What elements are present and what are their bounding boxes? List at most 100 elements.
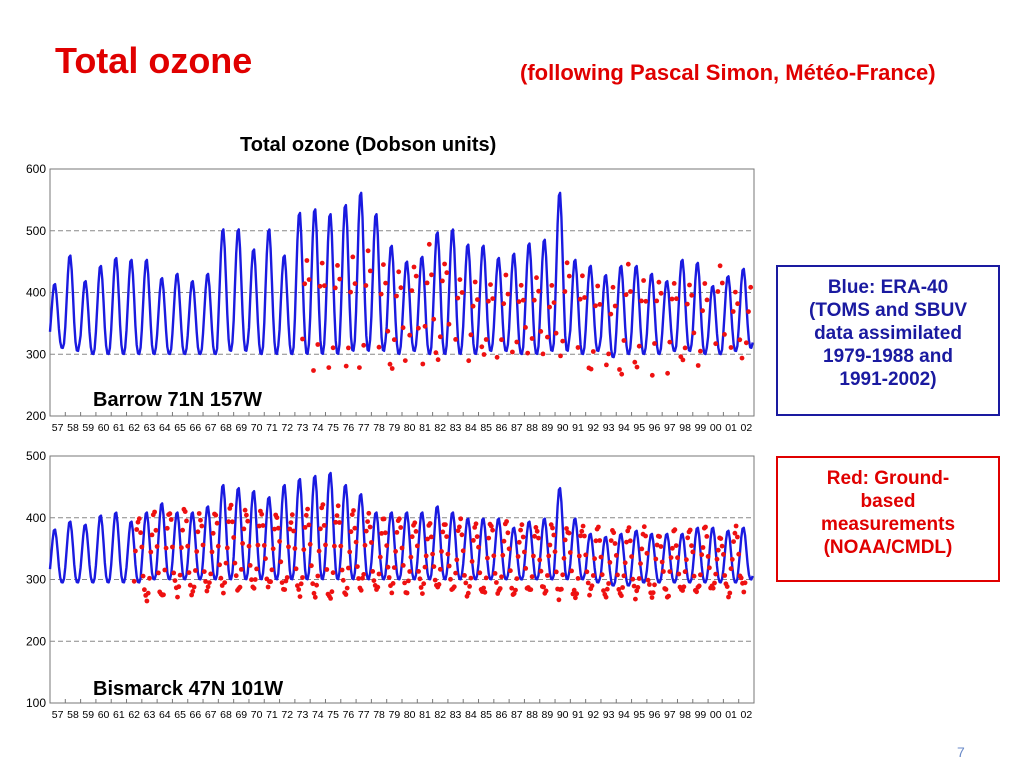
ground-measurement-point xyxy=(454,557,460,563)
ground-measurement-point xyxy=(413,529,419,534)
ground-measurement-point xyxy=(596,524,601,530)
ground-measurement-point xyxy=(316,548,322,554)
ground-measurement-point xyxy=(705,554,711,559)
ground-measurement-point xyxy=(268,579,273,585)
ground-measurement-point xyxy=(641,524,647,530)
ground-measurement-point xyxy=(607,560,613,565)
ground-measurement-point xyxy=(514,339,520,345)
x-tick-label: 74 xyxy=(312,709,324,721)
ground-measurement-point xyxy=(378,291,384,297)
ground-measurement-point xyxy=(468,332,474,338)
ground-measurement-point xyxy=(479,344,485,350)
ground-measurement-point xyxy=(215,543,221,549)
ground-measurement-point xyxy=(315,342,321,347)
legend-red-line: measurements xyxy=(820,514,956,535)
ground-measurement-point xyxy=(513,587,518,593)
x-tick-label: 78 xyxy=(373,709,385,721)
ground-measurement-point xyxy=(298,581,304,587)
ground-measurement-point xyxy=(335,503,341,509)
ground-measurement-point xyxy=(592,556,597,562)
ground-measurement-point xyxy=(638,561,643,566)
ground-measurement-point xyxy=(453,337,458,342)
ground-measurement-point xyxy=(418,585,424,590)
ground-measurement-point xyxy=(546,553,552,559)
ground-measurement-point xyxy=(397,516,402,522)
ground-measurement-point xyxy=(171,570,177,576)
legend-red-line: (NOAA/CMDL) xyxy=(823,537,953,558)
ground-measurement-point xyxy=(231,535,237,540)
ground-measurement-point xyxy=(329,589,335,595)
ground-measurement-point xyxy=(191,584,197,590)
ground-measurement-point xyxy=(233,573,239,579)
ground-measurement-point xyxy=(318,526,323,532)
ground-measurement-point xyxy=(444,270,450,276)
ground-measurement-point xyxy=(315,573,321,579)
x-tick-label: 66 xyxy=(190,709,202,721)
ground-measurement-point xyxy=(363,528,369,534)
ground-measurement-point xyxy=(389,590,395,596)
x-tick-label: 65 xyxy=(174,709,186,721)
ground-measurement-point xyxy=(576,553,582,559)
ground-measurement-point xyxy=(649,372,655,378)
ground-measurement-point xyxy=(462,573,467,578)
ground-measurement-point xyxy=(567,550,573,555)
legend-blue-line: data assimilated xyxy=(814,323,962,344)
x-tick-label: 00 xyxy=(710,709,722,721)
ground-measurement-point xyxy=(428,534,434,540)
ground-measurement-point xyxy=(416,325,421,331)
x-tick-label: 67 xyxy=(205,709,217,721)
ground-measurement-point xyxy=(604,362,609,368)
x-tick-label: 61 xyxy=(113,709,125,721)
ground-measurement-point xyxy=(369,540,374,545)
ground-measurement-point xyxy=(222,580,228,585)
ground-measurement-point xyxy=(358,587,364,593)
ground-measurement-point xyxy=(332,543,337,549)
ground-measurement-point xyxy=(670,545,675,551)
ground-measurement-point xyxy=(728,566,734,572)
ground-measurement-point xyxy=(242,507,248,513)
ground-measurement-point xyxy=(561,555,567,561)
ground-measurement-point xyxy=(330,570,336,576)
ground-measurement-point xyxy=(205,584,211,590)
ground-measurement-point xyxy=(300,336,305,342)
ground-measurement-point xyxy=(481,352,487,357)
ground-measurement-point xyxy=(619,371,625,377)
ground-measurement-point xyxy=(696,583,702,589)
ground-measurement-point xyxy=(551,532,557,538)
ground-measurement-point xyxy=(514,576,520,581)
ground-measurement-point xyxy=(324,567,330,572)
ground-measurement-point xyxy=(384,543,390,548)
x-tick-label: 73 xyxy=(297,709,309,721)
ground-measurement-point xyxy=(435,357,441,363)
ground-measurement-point xyxy=(606,351,611,357)
ground-measurement-point xyxy=(411,264,417,270)
ground-measurement-point xyxy=(569,568,574,574)
ground-measurement-point xyxy=(307,541,313,547)
ground-measurement-point xyxy=(469,559,475,564)
ground-measurement-point xyxy=(459,290,465,295)
x-tick-label: 90 xyxy=(557,422,569,434)
ground-measurement-point xyxy=(590,573,596,578)
ground-measurement-point xyxy=(724,584,730,589)
ground-measurement-point xyxy=(536,288,541,294)
ground-measurement-point xyxy=(621,338,627,343)
ground-measurement-point xyxy=(483,337,489,342)
ground-measurement-point xyxy=(633,596,638,602)
ground-measurement-point xyxy=(136,516,142,522)
ground-measurement-point xyxy=(394,293,399,299)
ground-measurement-point xyxy=(163,545,169,551)
ground-measurement-point xyxy=(339,567,345,573)
ground-measurement-point xyxy=(556,597,562,603)
ground-measurement-point xyxy=(598,554,604,560)
ground-measurement-point xyxy=(722,332,727,337)
ground-measurement-point xyxy=(736,551,742,557)
ground-measurement-point xyxy=(348,529,354,535)
ground-measurement-point xyxy=(482,589,488,595)
ground-measurement-point xyxy=(278,559,284,565)
ground-measurement-point xyxy=(684,301,690,307)
legend-blue-line: 1991-2002) xyxy=(839,369,937,390)
y-tick-label: 200 xyxy=(26,634,46,648)
ground-measurement-point xyxy=(335,263,340,268)
ground-measurement-point xyxy=(639,546,645,552)
ground-measurement-point xyxy=(473,521,479,527)
